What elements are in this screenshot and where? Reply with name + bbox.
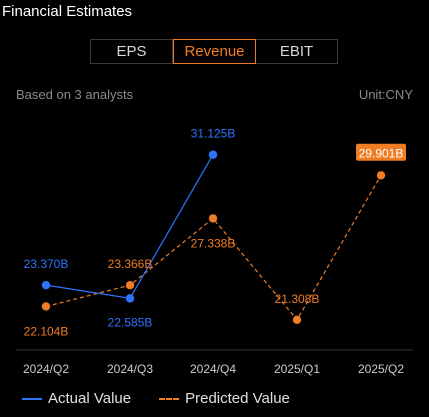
predicted-data-label: 22.104B <box>24 324 69 338</box>
legend: Actual Value Predicted Value <box>22 390 318 407</box>
predicted-line <box>45 174 382 321</box>
highlight-label-badge <box>356 143 406 161</box>
predicted-point[interactable] <box>292 315 302 325</box>
predicted-point[interactable] <box>208 214 218 223</box>
dashed-line-icon <box>159 397 180 400</box>
predicted-data-label: 21.308B <box>275 292 320 306</box>
legend-label-predicted: Predicted Value <box>185 390 290 407</box>
x-tick-label: 2024/Q4 <box>190 362 236 376</box>
actual-data-label: 22.585B <box>108 315 153 329</box>
solid-line-icon <box>22 397 42 400</box>
tab-ebit[interactable]: EBIT <box>279 43 314 60</box>
analyst-count: Based on 3 analysts <box>16 87 134 102</box>
predicted-point[interactable] <box>41 302 51 311</box>
x-tick-label: 2025/Q2 <box>358 362 404 376</box>
x-tick-label: 2025/Q1 <box>274 362 320 376</box>
predicted-point[interactable] <box>376 171 386 180</box>
x-tick-labels: 2024/Q2 2024/Q3 2024/Q4 2025/Q1 2025/Q2 <box>23 362 404 376</box>
tab-eps[interactable]: EPS <box>91 40 173 63</box>
x-tick-label: 2024/Q3 <box>107 362 153 376</box>
legend-item-actual[interactable]: Actual Value <box>22 390 131 407</box>
legend-item-predicted[interactable]: Predicted Value <box>159 390 290 407</box>
actual-point[interactable] <box>125 294 135 303</box>
data-labels: 23.370B 22.585B 31.125B 22.104B 23.366B 27.33… <box>24 127 406 338</box>
predicted-point[interactable] <box>125 281 135 290</box>
legend-label-actual: Actual Value <box>48 390 132 407</box>
actual-series <box>41 150 218 303</box>
x-tick-label: 2024/Q2 <box>23 362 69 376</box>
predicted-data-label: 23.366B <box>108 257 153 271</box>
actual-point[interactable] <box>41 280 51 290</box>
actual-data-label: 31.125B <box>191 127 236 141</box>
actual-point[interactable] <box>208 150 218 159</box>
unit-label: Unit:CNY <box>358 87 413 102</box>
tab-revenue[interactable]: Revenue <box>173 39 256 64</box>
actual-line <box>45 154 214 299</box>
actual-data-label: 23.370B <box>24 257 69 271</box>
metric-tabs: EPS Revenue EBIT <box>90 39 338 64</box>
predicted-series <box>41 171 386 325</box>
page-title: Financial Estimates <box>2 3 133 20</box>
predicted-data-label: 29.901B <box>359 146 404 160</box>
predicted-data-label: 27.338B <box>191 236 236 250</box>
